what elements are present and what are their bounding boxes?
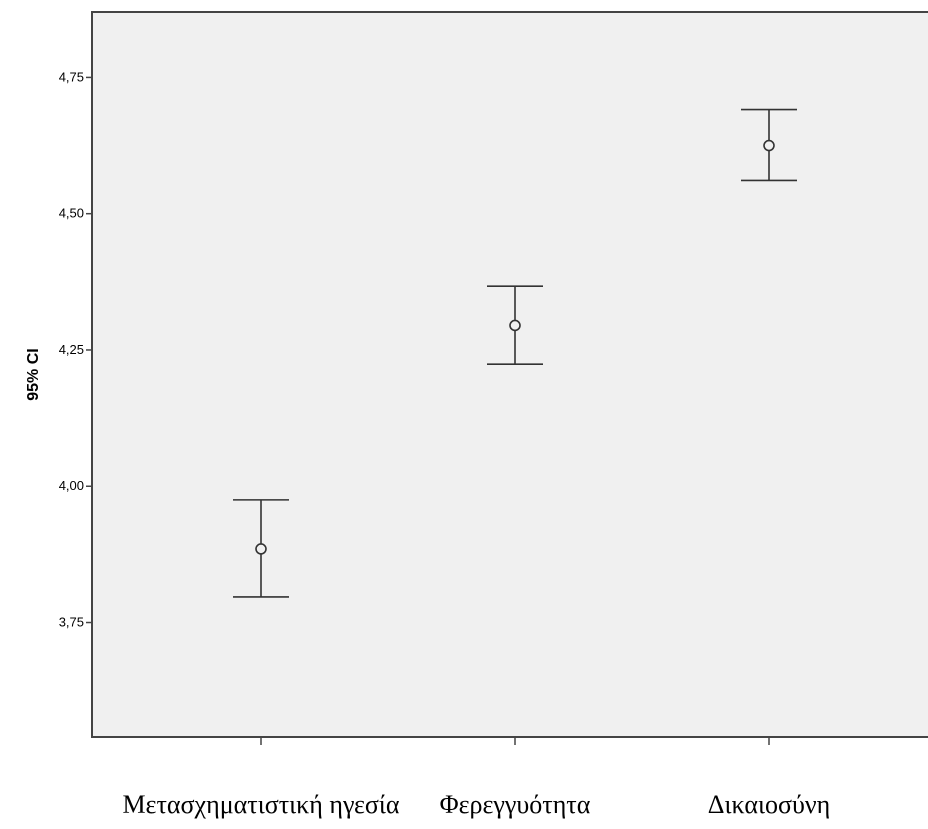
mean-point (255, 543, 267, 555)
x-category-label: Δικαιοσύνη (708, 790, 830, 819)
y-axis-label: 95% CI (25, 348, 42, 400)
y-tick-label: 4,25 (59, 342, 84, 357)
mean-point (509, 319, 521, 332)
x-category-label: Μετασχηματιστική ηγεσία (122, 790, 399, 819)
error-bar-group (487, 285, 543, 365)
x-axis-ticks: Μετασχηματιστική ηγεσία Φερεγγυότητα Δικαι… (122, 738, 830, 819)
error-bar-group (233, 499, 289, 598)
x-category-label: Φερεγγυότητα (440, 790, 591, 819)
error-bar-group (741, 108, 797, 182)
y-tick-label: 4,50 (59, 206, 84, 221)
error-bar-series (233, 108, 797, 598)
y-tick-label: 4,00 (59, 478, 84, 493)
y-axis-ticks: 3,75 4,00 4,25 4,50 4,75 (59, 69, 92, 630)
y-tick-label: 3,75 (59, 615, 84, 630)
y-tick-label: 4,75 (59, 69, 84, 84)
plot-area (91, 11, 928, 738)
mean-point (763, 139, 775, 152)
